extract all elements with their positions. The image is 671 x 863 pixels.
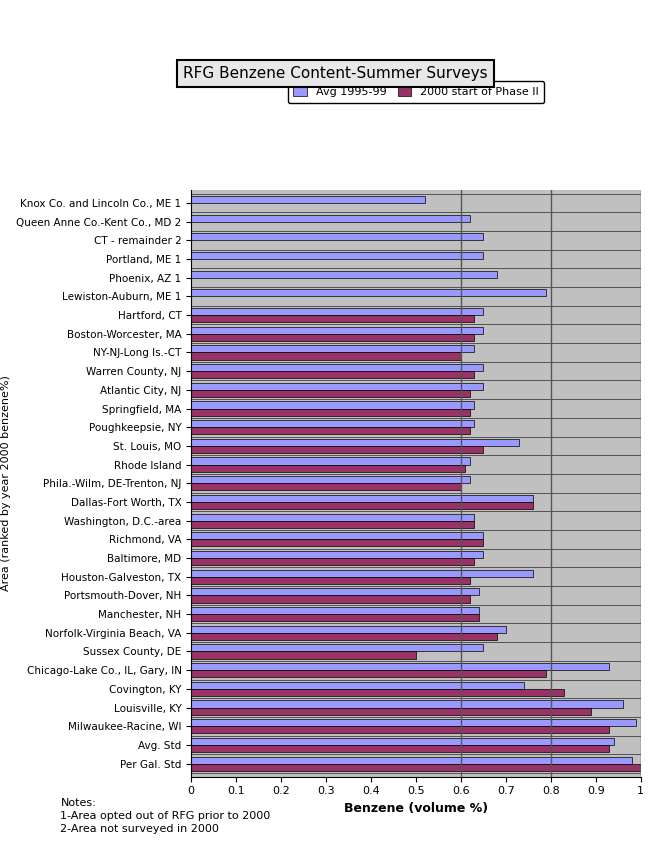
- Bar: [191, 364, 483, 371]
- Text: 1-Area opted out of RFG prior to 2000: 1-Area opted out of RFG prior to 2000: [60, 811, 270, 822]
- Bar: [191, 196, 425, 203]
- Bar: [191, 352, 461, 360]
- Bar: [191, 701, 623, 708]
- Bar: [191, 764, 641, 771]
- Bar: [191, 483, 461, 490]
- Bar: [191, 607, 479, 614]
- Bar: [191, 233, 483, 240]
- Bar: [191, 408, 470, 416]
- Bar: [191, 371, 474, 378]
- Bar: [191, 252, 483, 259]
- Bar: [191, 614, 479, 621]
- Bar: [191, 727, 609, 734]
- Bar: [191, 502, 533, 509]
- Bar: [191, 633, 497, 639]
- Bar: [191, 520, 474, 528]
- Bar: [191, 464, 466, 472]
- Bar: [191, 689, 564, 696]
- Bar: [191, 334, 474, 341]
- Text: RFG Benzene Content-Summer Surveys: RFG Benzene Content-Summer Surveys: [183, 66, 488, 81]
- Bar: [191, 315, 474, 322]
- Bar: [191, 438, 519, 446]
- Bar: [191, 215, 470, 222]
- Bar: [191, 327, 483, 334]
- Bar: [191, 271, 497, 278]
- Bar: [191, 645, 483, 652]
- Bar: [191, 308, 483, 315]
- Bar: [191, 757, 632, 764]
- Bar: [191, 457, 470, 464]
- Bar: [191, 663, 609, 671]
- Bar: [191, 626, 506, 633]
- Bar: [191, 589, 479, 595]
- Bar: [191, 513, 474, 520]
- Bar: [191, 576, 470, 584]
- Bar: [191, 738, 614, 745]
- Bar: [191, 558, 474, 565]
- X-axis label: Benzene (volume %): Benzene (volume %): [344, 802, 488, 815]
- Bar: [191, 745, 609, 752]
- Bar: [191, 427, 470, 434]
- Bar: [191, 345, 474, 352]
- Bar: [191, 539, 483, 546]
- Bar: [191, 446, 483, 453]
- Bar: [191, 382, 483, 390]
- Text: Notes:: Notes:: [60, 798, 96, 809]
- Bar: [191, 682, 524, 689]
- Bar: [191, 551, 483, 558]
- Text: 2-Area not surveyed in 2000: 2-Area not surveyed in 2000: [60, 824, 219, 835]
- Bar: [191, 476, 470, 483]
- Bar: [191, 719, 636, 727]
- Bar: [191, 570, 533, 576]
- Bar: [191, 532, 483, 539]
- Bar: [191, 595, 470, 602]
- Bar: [191, 390, 470, 397]
- Legend: Avg 1995-99, 2000 start of Phase II: Avg 1995-99, 2000 start of Phase II: [288, 81, 544, 103]
- Bar: [191, 494, 533, 502]
- Y-axis label: Area (ranked by year 2000 benzene%): Area (ranked by year 2000 benzene%): [1, 375, 11, 591]
- Bar: [191, 420, 474, 427]
- Bar: [191, 708, 591, 715]
- Bar: [191, 289, 546, 296]
- Bar: [191, 401, 474, 408]
- Bar: [191, 652, 416, 658]
- Bar: [191, 671, 546, 677]
